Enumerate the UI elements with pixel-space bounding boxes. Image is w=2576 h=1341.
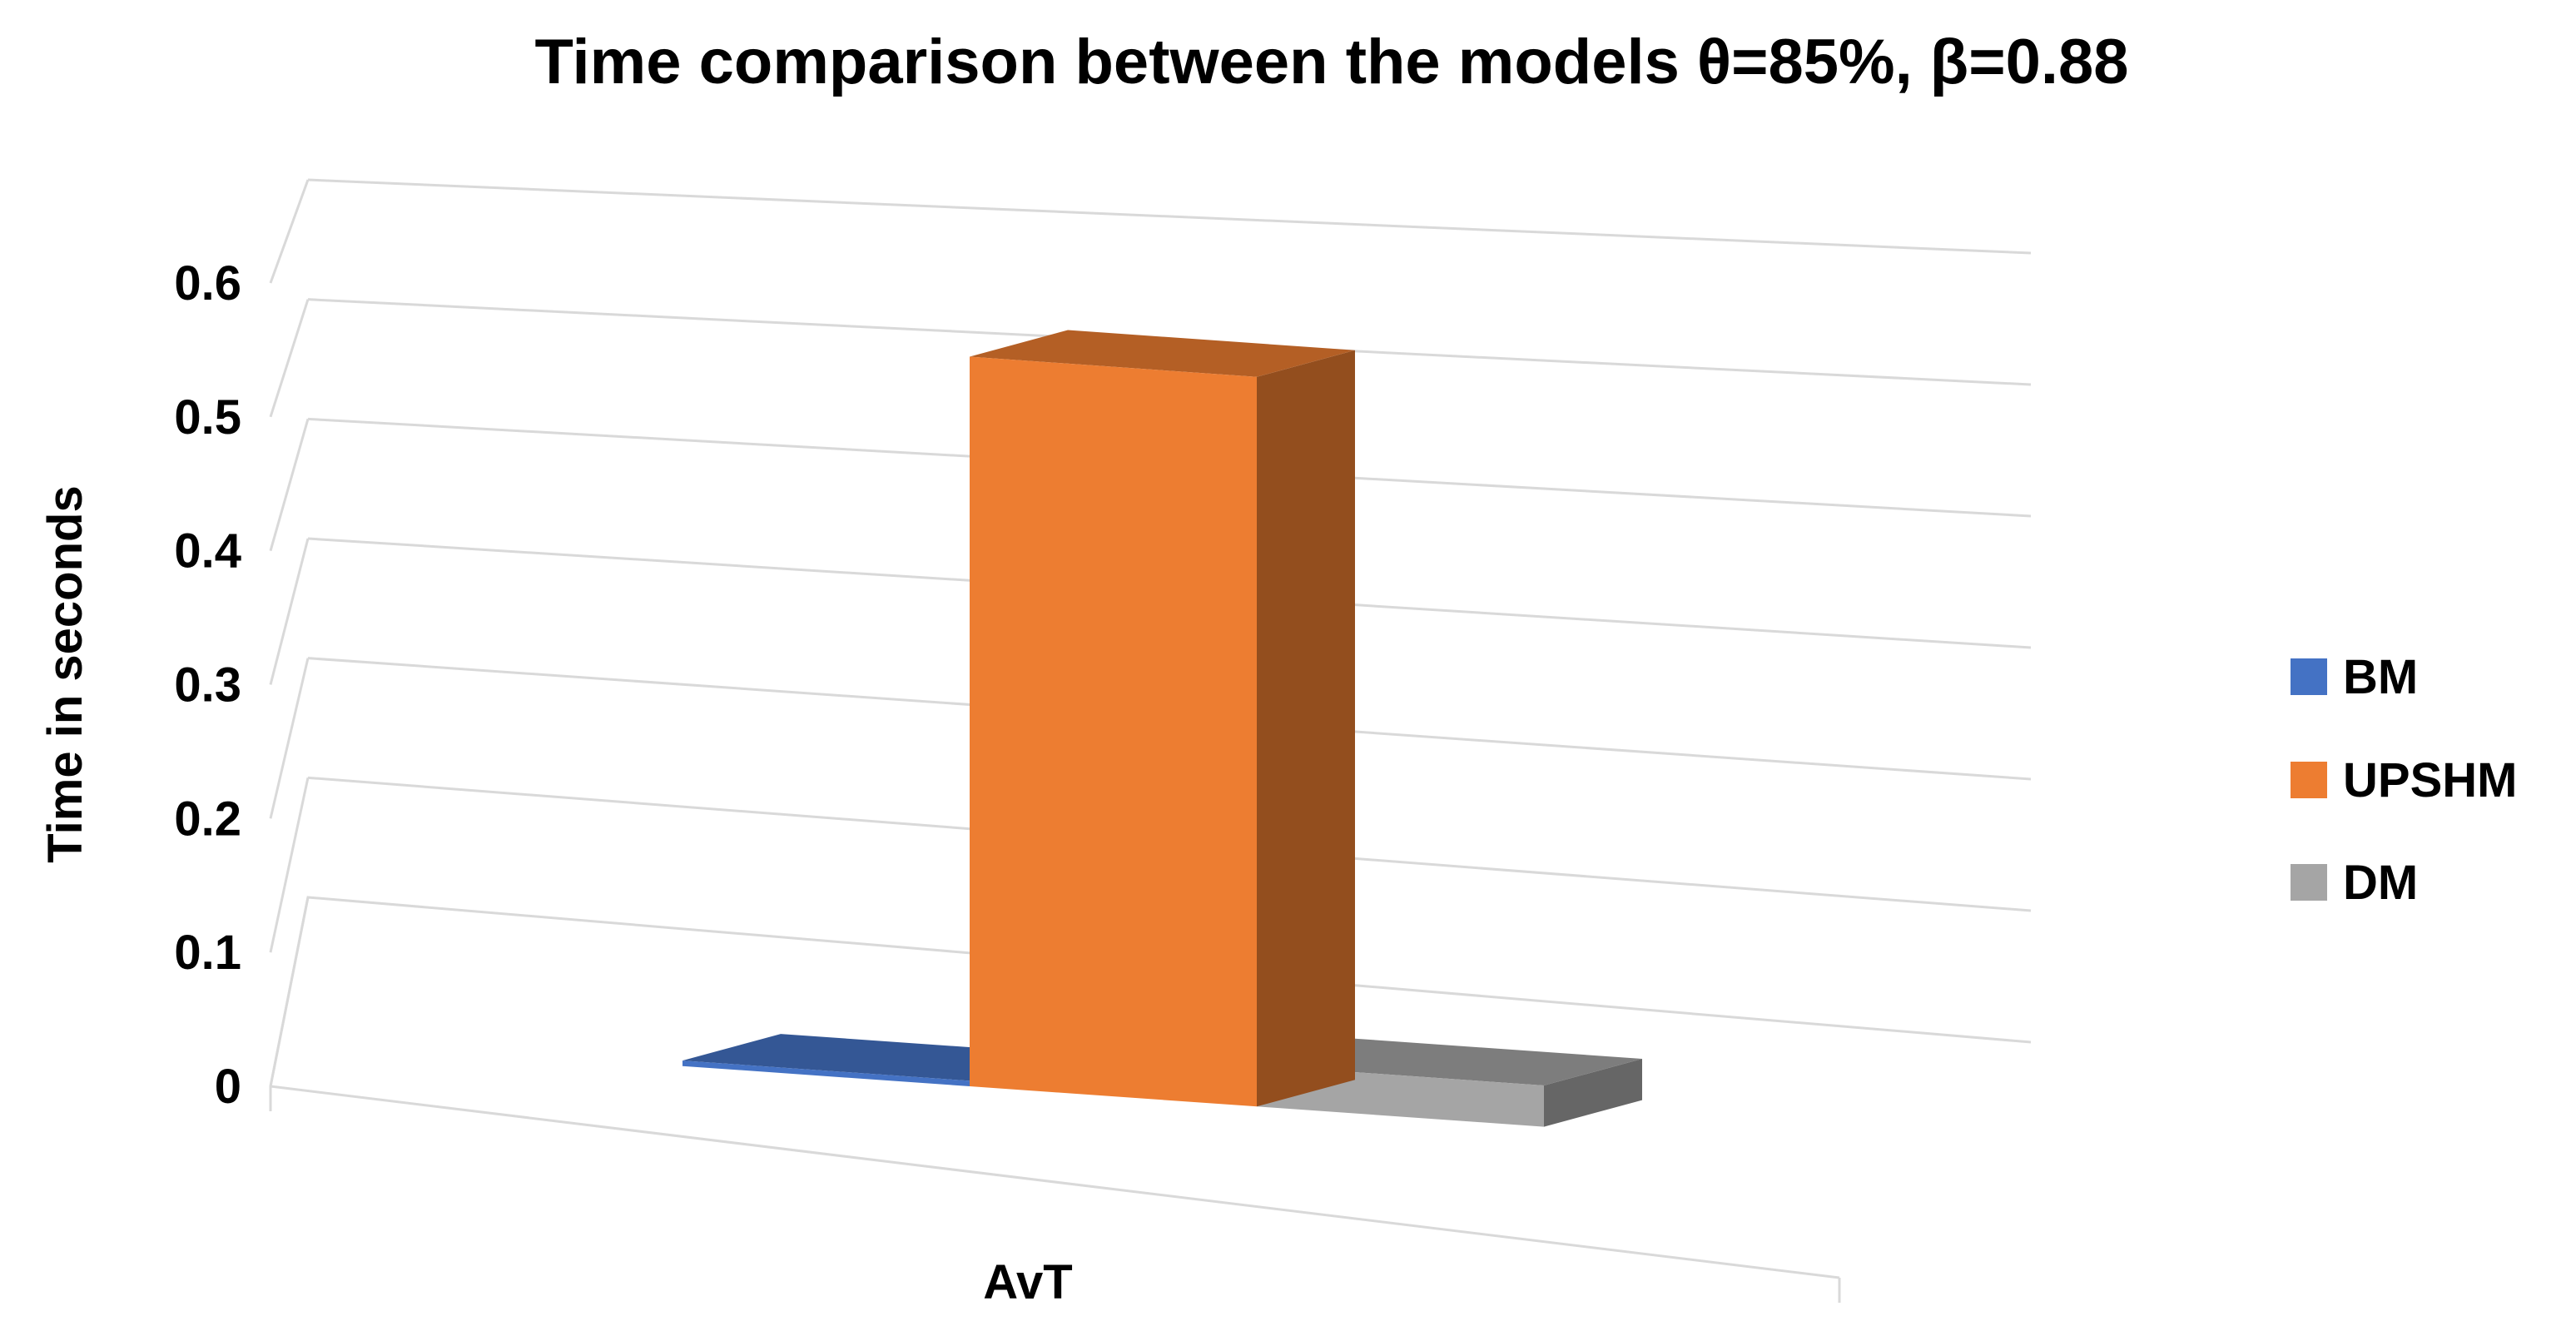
bar-front-face: [970, 356, 1257, 1107]
y-tick-label: 0.2: [174, 792, 241, 846]
legend-label: BM: [2343, 650, 2418, 704]
legend-item-upshm: UPSHM: [2291, 753, 2517, 807]
legend-item-bm: BM: [2291, 650, 2418, 704]
side-gridline: [269, 777, 310, 953]
y-axis-label: Time in seconds: [38, 485, 92, 862]
y-tick-label: 0.3: [174, 658, 241, 713]
y-tick-label: 0.1: [174, 926, 241, 980]
floor-front-edge: [270, 1085, 1840, 1279]
bar-side-face: [1544, 1059, 1642, 1127]
side-gridline: [269, 179, 310, 284]
y-tick-labels: 0 0.1 0.2 0.3 0.4 0.5 0.6: [174, 256, 241, 1114]
floor-back-edge: [269, 896, 2032, 1087]
back-gridline: [307, 178, 2032, 255]
side-gridline: [269, 538, 310, 685]
y-tick-label: 0.4: [174, 524, 241, 579]
x-tick-labels: AvT: [983, 1255, 1072, 1309]
y-tick-label: 0.5: [174, 390, 241, 445]
bars: [682, 330, 1642, 1127]
legend-label: UPSHM: [2343, 753, 2517, 807]
bar-upshm: [970, 330, 1355, 1107]
legend-label: DM: [2343, 856, 2418, 910]
bar-side-face: [1257, 350, 1355, 1107]
y-tick-label: 0: [215, 1060, 241, 1114]
bar-front-face: [682, 1060, 970, 1086]
side-gridline: [269, 299, 310, 418]
legend: BM UPSHM DM: [2291, 650, 2517, 910]
side-gridline: [269, 658, 310, 819]
bar-top-face: [970, 330, 1355, 377]
legend-swatch: [2291, 658, 2327, 695]
side-gridline: [269, 418, 310, 552]
legend-swatch: [2291, 864, 2327, 901]
y-tick-label: 0.6: [174, 256, 241, 310]
legend-swatch: [2291, 762, 2327, 798]
legend-item-dm: DM: [2291, 856, 2418, 910]
x-tick-label: AvT: [983, 1255, 1072, 1309]
chart-title: Time comparison between the models θ=85%…: [535, 27, 2129, 97]
